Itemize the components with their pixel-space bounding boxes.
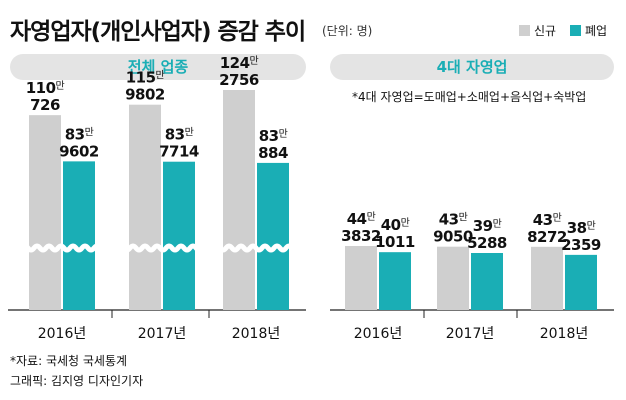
bar-new bbox=[437, 246, 469, 310]
source-note: *자료: 국세청 국세통계 bbox=[10, 354, 128, 368]
legend-item-closed: 폐업 bbox=[570, 22, 607, 39]
x-tick-label: 2018년 bbox=[232, 326, 281, 342]
data-label: 43만 bbox=[439, 211, 468, 229]
legend-swatch-closed bbox=[570, 25, 581, 36]
bar-closed bbox=[163, 161, 195, 310]
data-label: 83만 bbox=[65, 125, 94, 143]
chart-title: 자영업자(개인사업자) 증감 추이 bbox=[10, 19, 306, 45]
legend-swatch-new bbox=[519, 25, 530, 36]
bar-closed bbox=[63, 161, 95, 310]
bar-closed bbox=[471, 252, 503, 310]
data-label: 3832 bbox=[341, 227, 381, 245]
x-tick-label: 2016년 bbox=[38, 326, 87, 342]
axis-break-wave bbox=[8, 243, 312, 253]
bar-closed bbox=[565, 254, 597, 310]
bar-closed bbox=[379, 252, 411, 310]
legend-item-new: 신규 bbox=[519, 22, 556, 39]
data-label: 9050 bbox=[433, 228, 473, 246]
panel-header-all: 전체 업종 bbox=[10, 54, 306, 80]
bar-new bbox=[29, 115, 61, 310]
data-label: 884 bbox=[258, 144, 288, 162]
x-tick-label: 2016년 bbox=[354, 326, 403, 342]
data-label: 110만 bbox=[26, 79, 65, 97]
data-label: 115만 bbox=[126, 69, 165, 87]
bar-new bbox=[345, 246, 377, 310]
data-label: 2359 bbox=[561, 236, 601, 254]
data-label: 38만 bbox=[567, 219, 596, 237]
legend-label-new: 신규 bbox=[534, 24, 557, 38]
data-label: 9802 bbox=[125, 86, 165, 104]
data-label: 40만 bbox=[381, 216, 410, 234]
data-label: 8272 bbox=[527, 228, 567, 246]
bar-new bbox=[223, 90, 255, 310]
data-label: 9602 bbox=[59, 142, 99, 160]
bar-closed bbox=[257, 162, 289, 310]
x-tick-label: 2017년 bbox=[138, 326, 187, 342]
panel-note: *4대 자영업=도매업+소매업+음식업+숙박업 bbox=[352, 90, 587, 104]
x-tick-label: 2018년 bbox=[540, 326, 589, 342]
bar-new bbox=[531, 246, 563, 310]
data-label: 124만 bbox=[220, 54, 259, 72]
x-tick-label: 2017년 bbox=[446, 326, 495, 342]
data-label: 2756 bbox=[219, 71, 259, 89]
credit-note: 그래픽: 김지영 디자인기자 bbox=[10, 374, 144, 388]
data-label: 43만 bbox=[533, 211, 562, 229]
data-label: 1011 bbox=[375, 233, 415, 251]
data-label: 83만 bbox=[259, 127, 288, 145]
legend-label-closed: 폐업 bbox=[585, 24, 608, 38]
data-label: 726 bbox=[30, 96, 60, 114]
bar-new bbox=[129, 104, 161, 311]
data-label: 7714 bbox=[159, 143, 199, 161]
data-label: 44만 bbox=[347, 210, 376, 228]
unit-label: (단위: 명) bbox=[322, 24, 373, 38]
data-label: 83만 bbox=[165, 126, 194, 144]
data-label: 39만 bbox=[473, 217, 502, 235]
panel-header-four: 4대 자영업 bbox=[330, 54, 614, 80]
data-label: 5288 bbox=[467, 234, 507, 252]
